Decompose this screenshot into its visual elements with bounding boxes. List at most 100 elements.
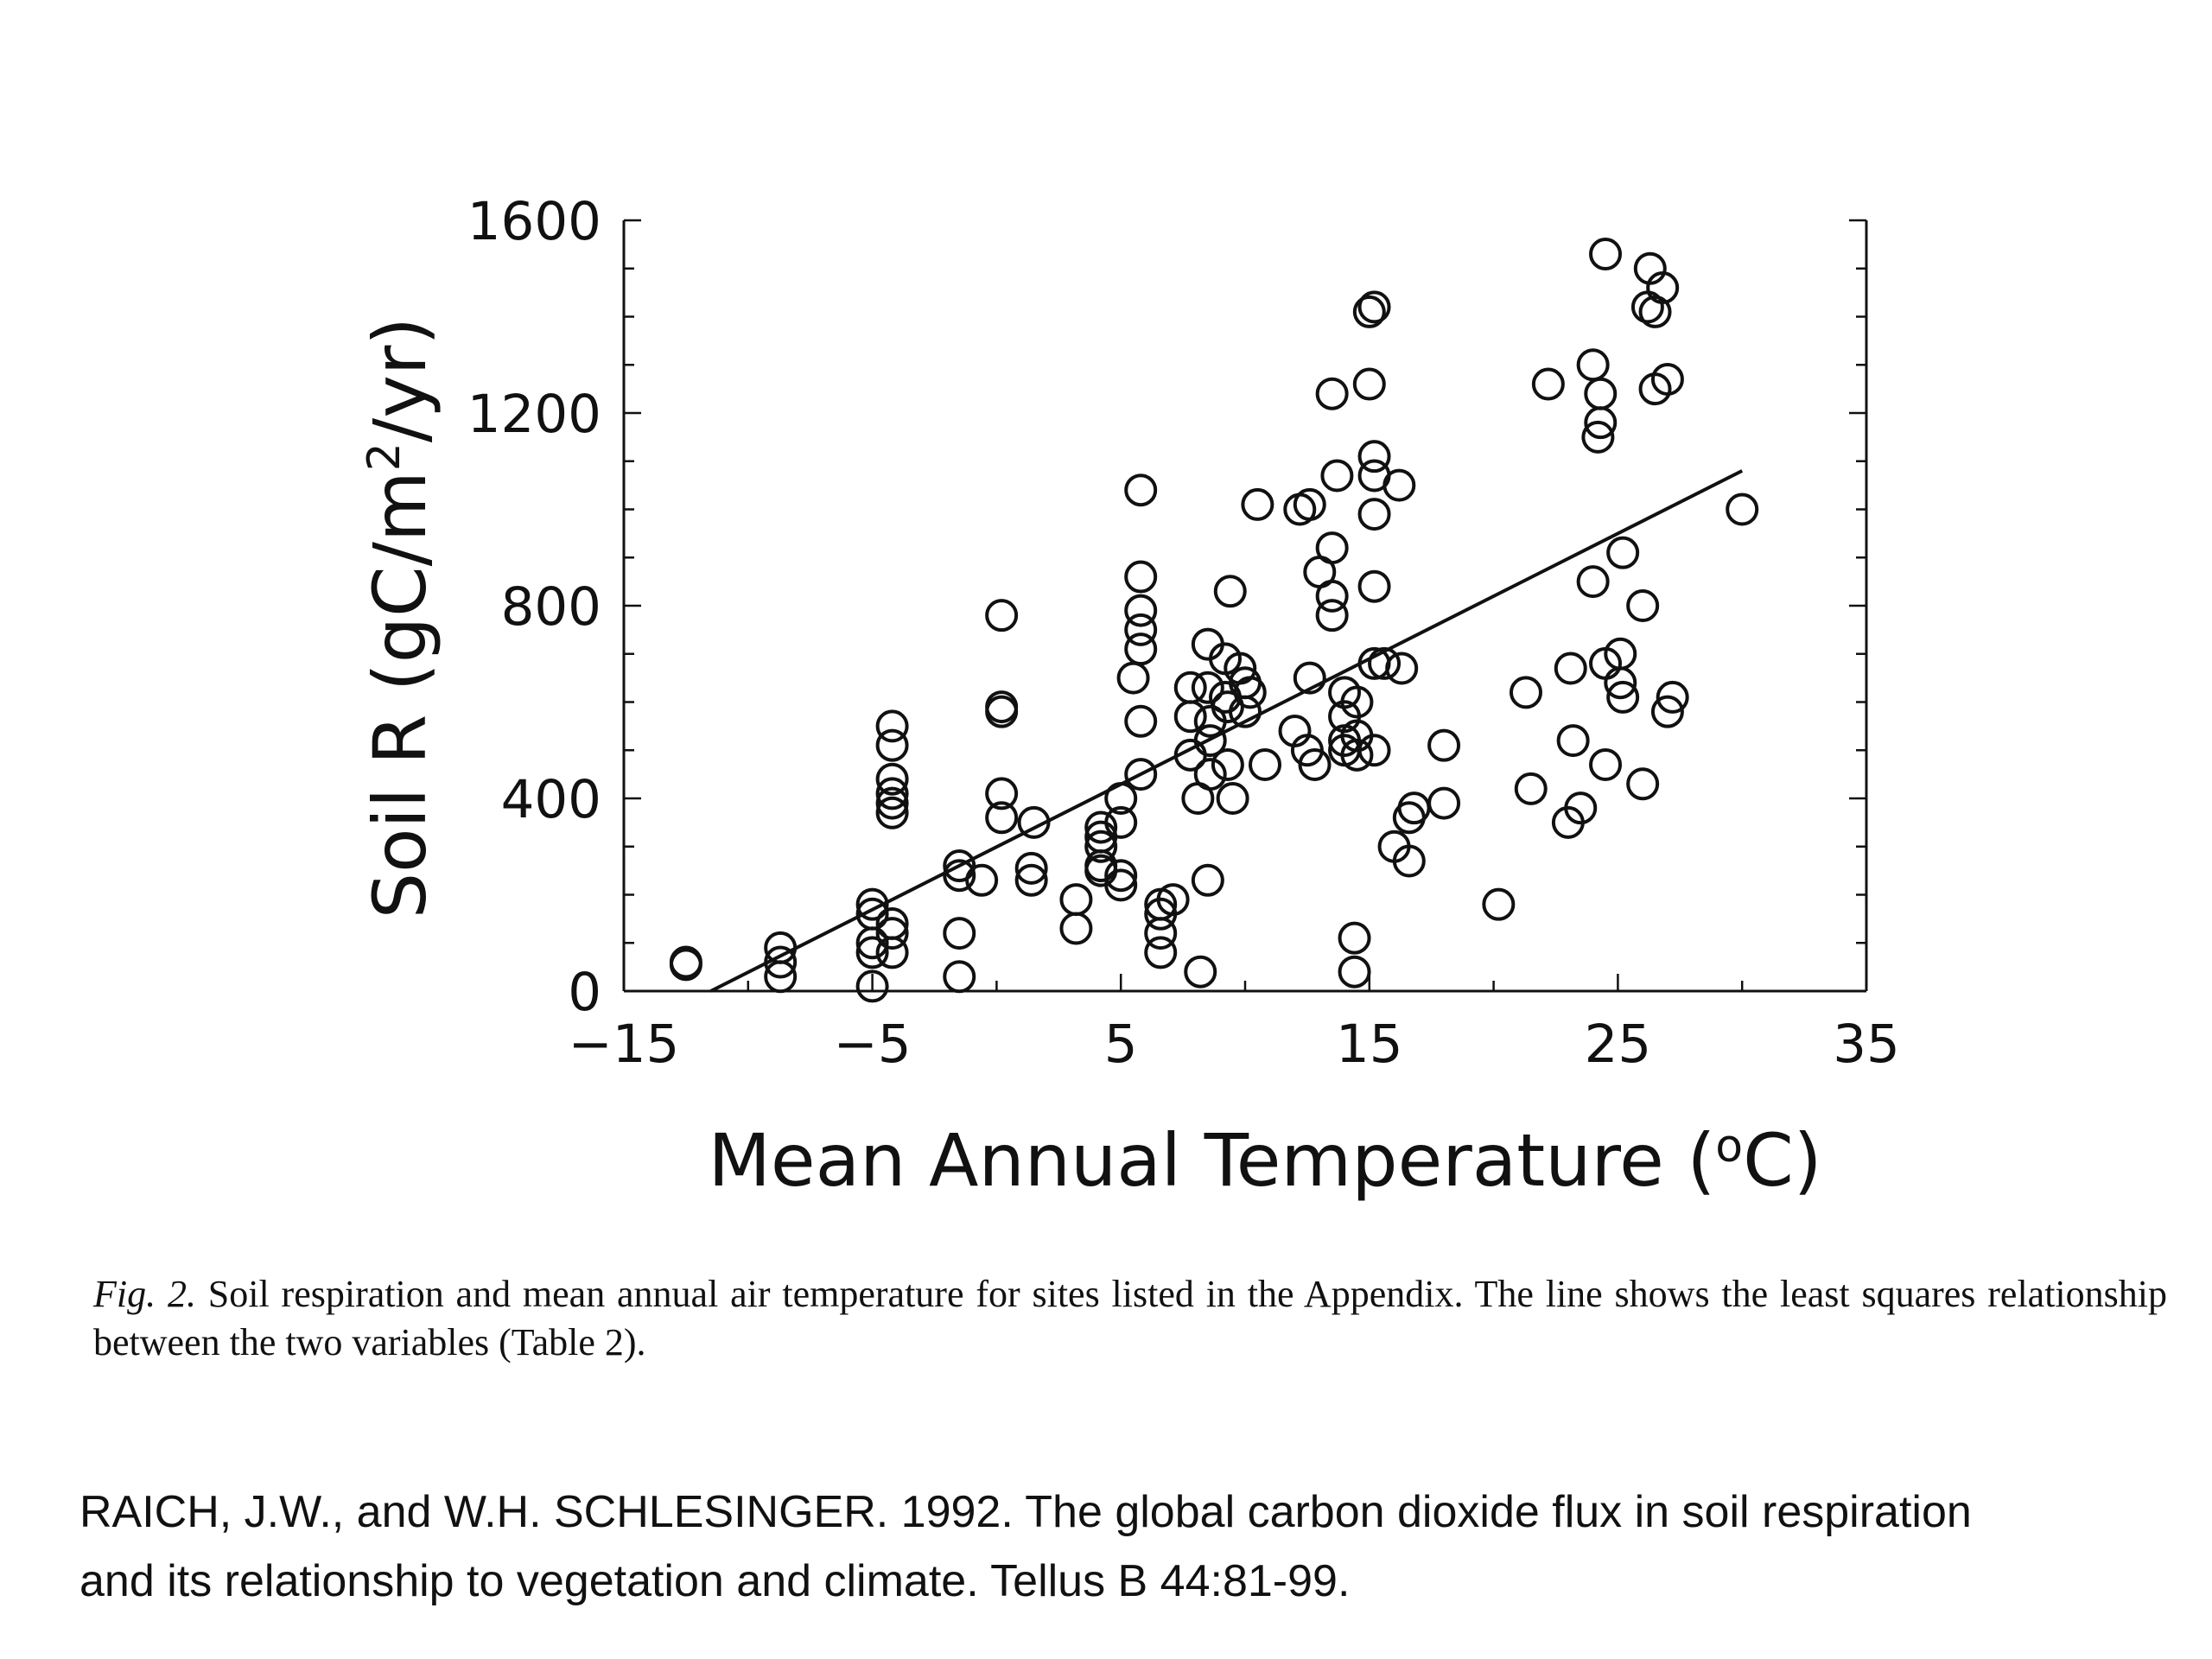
data-point xyxy=(1584,406,1618,440)
x-tick-label: 25 xyxy=(1585,1014,1652,1075)
fit-line-group xyxy=(709,469,1744,993)
data-point xyxy=(1320,459,1354,493)
data-point xyxy=(1392,844,1426,878)
data-point xyxy=(1626,767,1660,801)
data-point xyxy=(1606,536,1640,569)
x-tick-label: 15 xyxy=(1336,1014,1403,1075)
data-point xyxy=(1124,560,1158,594)
data-point xyxy=(1509,676,1542,709)
data-point xyxy=(1357,498,1391,531)
data-point xyxy=(1216,782,1249,815)
data-point xyxy=(1338,921,1371,955)
data-point xyxy=(943,917,976,950)
data-point xyxy=(1382,468,1416,502)
data-point xyxy=(1656,680,1689,714)
x-tick-label: 35 xyxy=(1833,1014,1900,1075)
data-point xyxy=(1104,805,1138,839)
data-point xyxy=(943,859,976,893)
data-point xyxy=(1229,695,1262,728)
tick-labels: 0 400 800 1200 1600 −15 −5 5 15 25 35 xyxy=(467,191,1900,1075)
data-point xyxy=(1357,290,1391,324)
data-point xyxy=(1338,955,1371,988)
data-point xyxy=(1059,883,1093,917)
data-point xyxy=(1352,367,1386,401)
data-point xyxy=(1604,666,1637,700)
y-tick-label: 1600 xyxy=(467,191,601,252)
data-point xyxy=(1293,487,1326,521)
data-point xyxy=(1626,589,1660,622)
data-point xyxy=(1482,887,1516,921)
data-point xyxy=(1124,474,1158,507)
data-point xyxy=(1581,420,1615,454)
data-point xyxy=(1233,676,1267,709)
data-point xyxy=(1397,791,1431,825)
data-point xyxy=(1191,671,1224,704)
data-point xyxy=(1584,377,1618,410)
data-point xyxy=(1650,695,1684,728)
caption-text: Soil respiration and mean annual air tem… xyxy=(93,1273,2167,1363)
data-point xyxy=(1531,367,1565,401)
data-point xyxy=(1193,724,1227,758)
y-tick-label: 1200 xyxy=(467,384,601,445)
figure-caption: Fig. 2. Soil respiration and mean annual… xyxy=(93,1270,2167,1367)
data-point xyxy=(1014,851,1048,885)
data-point xyxy=(1646,271,1680,305)
data-point xyxy=(1514,772,1548,805)
data-point xyxy=(1576,348,1610,382)
data-point xyxy=(1293,661,1326,695)
axis-ticks xyxy=(622,219,1868,993)
data-point xyxy=(1385,652,1419,685)
data-point xyxy=(1173,671,1207,704)
data-point xyxy=(1427,728,1461,762)
data-point xyxy=(1357,440,1391,474)
data-point xyxy=(1156,883,1190,917)
data-point xyxy=(1368,646,1402,680)
data-point xyxy=(1184,955,1217,988)
data-point xyxy=(1357,734,1391,767)
data-point xyxy=(1564,791,1598,825)
data-point xyxy=(875,917,909,950)
data-point xyxy=(1211,747,1244,781)
data-point xyxy=(875,709,909,743)
data-point xyxy=(669,948,702,982)
data-point xyxy=(1124,613,1158,646)
axes-frame xyxy=(622,220,1868,993)
data-point xyxy=(875,762,909,796)
x-tick-label: −5 xyxy=(834,1014,912,1075)
data-point xyxy=(1084,830,1118,863)
data-point xyxy=(1556,724,1590,758)
data-point xyxy=(985,801,1019,835)
data-point xyxy=(1104,868,1138,902)
data-point xyxy=(985,777,1019,810)
data-point xyxy=(1638,295,1672,328)
data-points xyxy=(669,238,1759,1003)
data-point xyxy=(855,936,889,969)
data-point xyxy=(764,960,798,994)
data-point xyxy=(1315,531,1349,565)
data-point xyxy=(1726,493,1759,526)
data-point xyxy=(985,695,1019,728)
y-tick-label: 800 xyxy=(501,576,601,638)
data-point xyxy=(1059,912,1093,945)
data-point xyxy=(1193,758,1227,791)
x-axis-title: Mean Annual Temperature (oC) xyxy=(708,1118,1821,1203)
data-point xyxy=(1315,377,1349,410)
data-point xyxy=(875,786,909,820)
least-squares-line xyxy=(709,469,1744,993)
data-point xyxy=(1352,295,1386,328)
data-point xyxy=(1340,738,1374,772)
data-point xyxy=(1104,859,1138,893)
data-point xyxy=(855,969,889,1003)
data-point xyxy=(1554,652,1587,685)
data-point xyxy=(1589,238,1623,271)
data-point xyxy=(1589,747,1623,781)
y-tick-label: 400 xyxy=(501,769,601,830)
data-point xyxy=(855,887,889,921)
data-point xyxy=(1298,747,1332,781)
data-point xyxy=(1124,632,1158,666)
data-point xyxy=(1357,569,1391,603)
data-point xyxy=(1249,747,1282,781)
data-point xyxy=(875,728,909,762)
data-point xyxy=(1606,680,1640,714)
